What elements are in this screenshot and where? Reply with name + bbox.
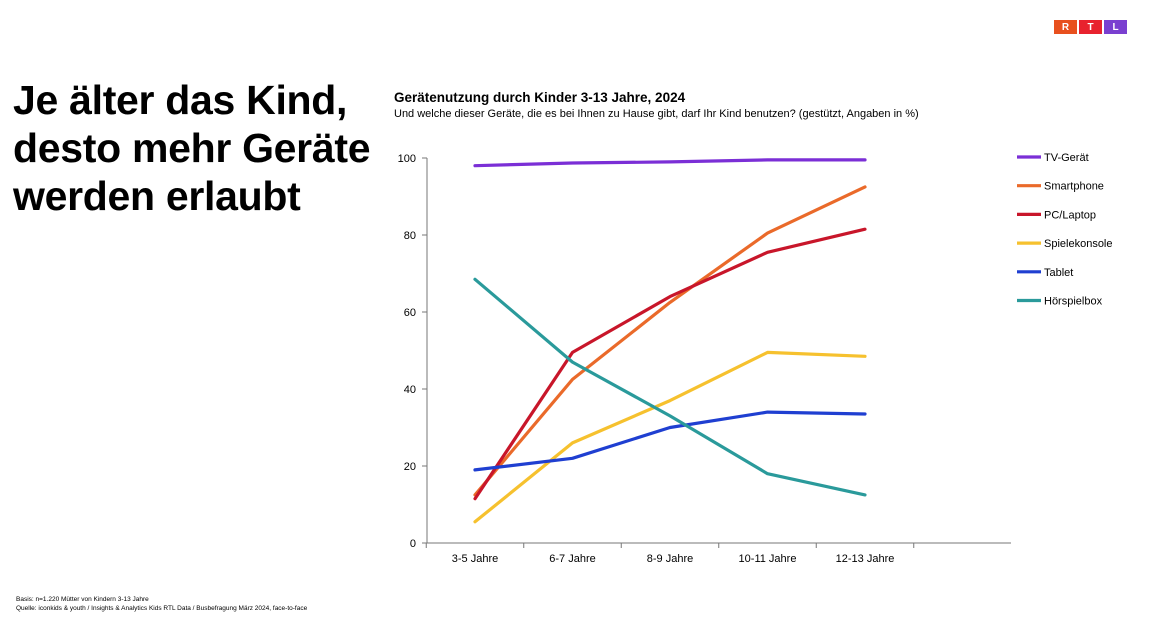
rtl-logo-letter-t: T bbox=[1079, 20, 1102, 34]
x-tick-label: 3-5 Jahre bbox=[452, 553, 498, 565]
x-tick-label: 10-11 Jahre bbox=[739, 553, 797, 565]
x-tick-label: 8-9 Jahre bbox=[647, 553, 693, 565]
y-tick-label: 0 bbox=[410, 538, 416, 550]
footnote-basis: Basis: n=1.220 Mütter von Kindern 3-13 J… bbox=[16, 596, 149, 603]
chart-title: Gerätenutzung durch Kinder 3-13 Jahre, 2… bbox=[394, 90, 686, 105]
y-tick-label: 100 bbox=[398, 153, 416, 165]
rtl-logo: R T L bbox=[1054, 20, 1127, 34]
series-line-smartphone bbox=[473, 185, 867, 497]
series-line-tablet bbox=[473, 410, 867, 472]
rtl-logo-letter-l: L bbox=[1104, 20, 1127, 34]
x-tick-label: 12-13 Jahre bbox=[836, 553, 895, 565]
x-tick-label: 6-7 Jahre bbox=[549, 553, 595, 565]
headline: Je älter das Kind, desto mehr Geräte wer… bbox=[13, 76, 373, 220]
series-line-spielekonsole bbox=[473, 350, 867, 524]
legend-label-hörspielbox: Hörspielbox bbox=[1044, 296, 1103, 308]
legend-label-spielekonsole: Spielekonsole bbox=[1044, 238, 1113, 250]
legend-label-smartphone: Smartphone bbox=[1044, 181, 1104, 193]
y-tick-label: 80 bbox=[404, 230, 416, 242]
headline-line-3: werden erlaubt bbox=[13, 173, 301, 219]
headline-line-1: Je älter das Kind, bbox=[13, 77, 348, 123]
y-tick-label: 40 bbox=[404, 384, 416, 396]
series-line-tv-gerät bbox=[473, 158, 867, 168]
y-tick-label: 60 bbox=[404, 307, 416, 319]
series-line-hörspielbox bbox=[473, 277, 867, 497]
legend-label-pc-laptop: PC/Laptop bbox=[1044, 209, 1096, 221]
footnote-source: Quelle: iconkids & youth / Insights & An… bbox=[16, 605, 308, 612]
series-line-pc-laptop bbox=[473, 227, 867, 501]
chart-subtitle: Und welche dieser Geräte, die es bei Ihn… bbox=[394, 108, 919, 120]
rtl-logo-letter-r: R bbox=[1054, 20, 1077, 34]
legend-label-tablet: Tablet bbox=[1044, 267, 1073, 279]
headline-line-2: desto mehr Geräte bbox=[13, 125, 371, 171]
y-tick-label: 20 bbox=[404, 461, 416, 473]
legend-label-tv-gerät: TV-Gerät bbox=[1044, 152, 1089, 164]
